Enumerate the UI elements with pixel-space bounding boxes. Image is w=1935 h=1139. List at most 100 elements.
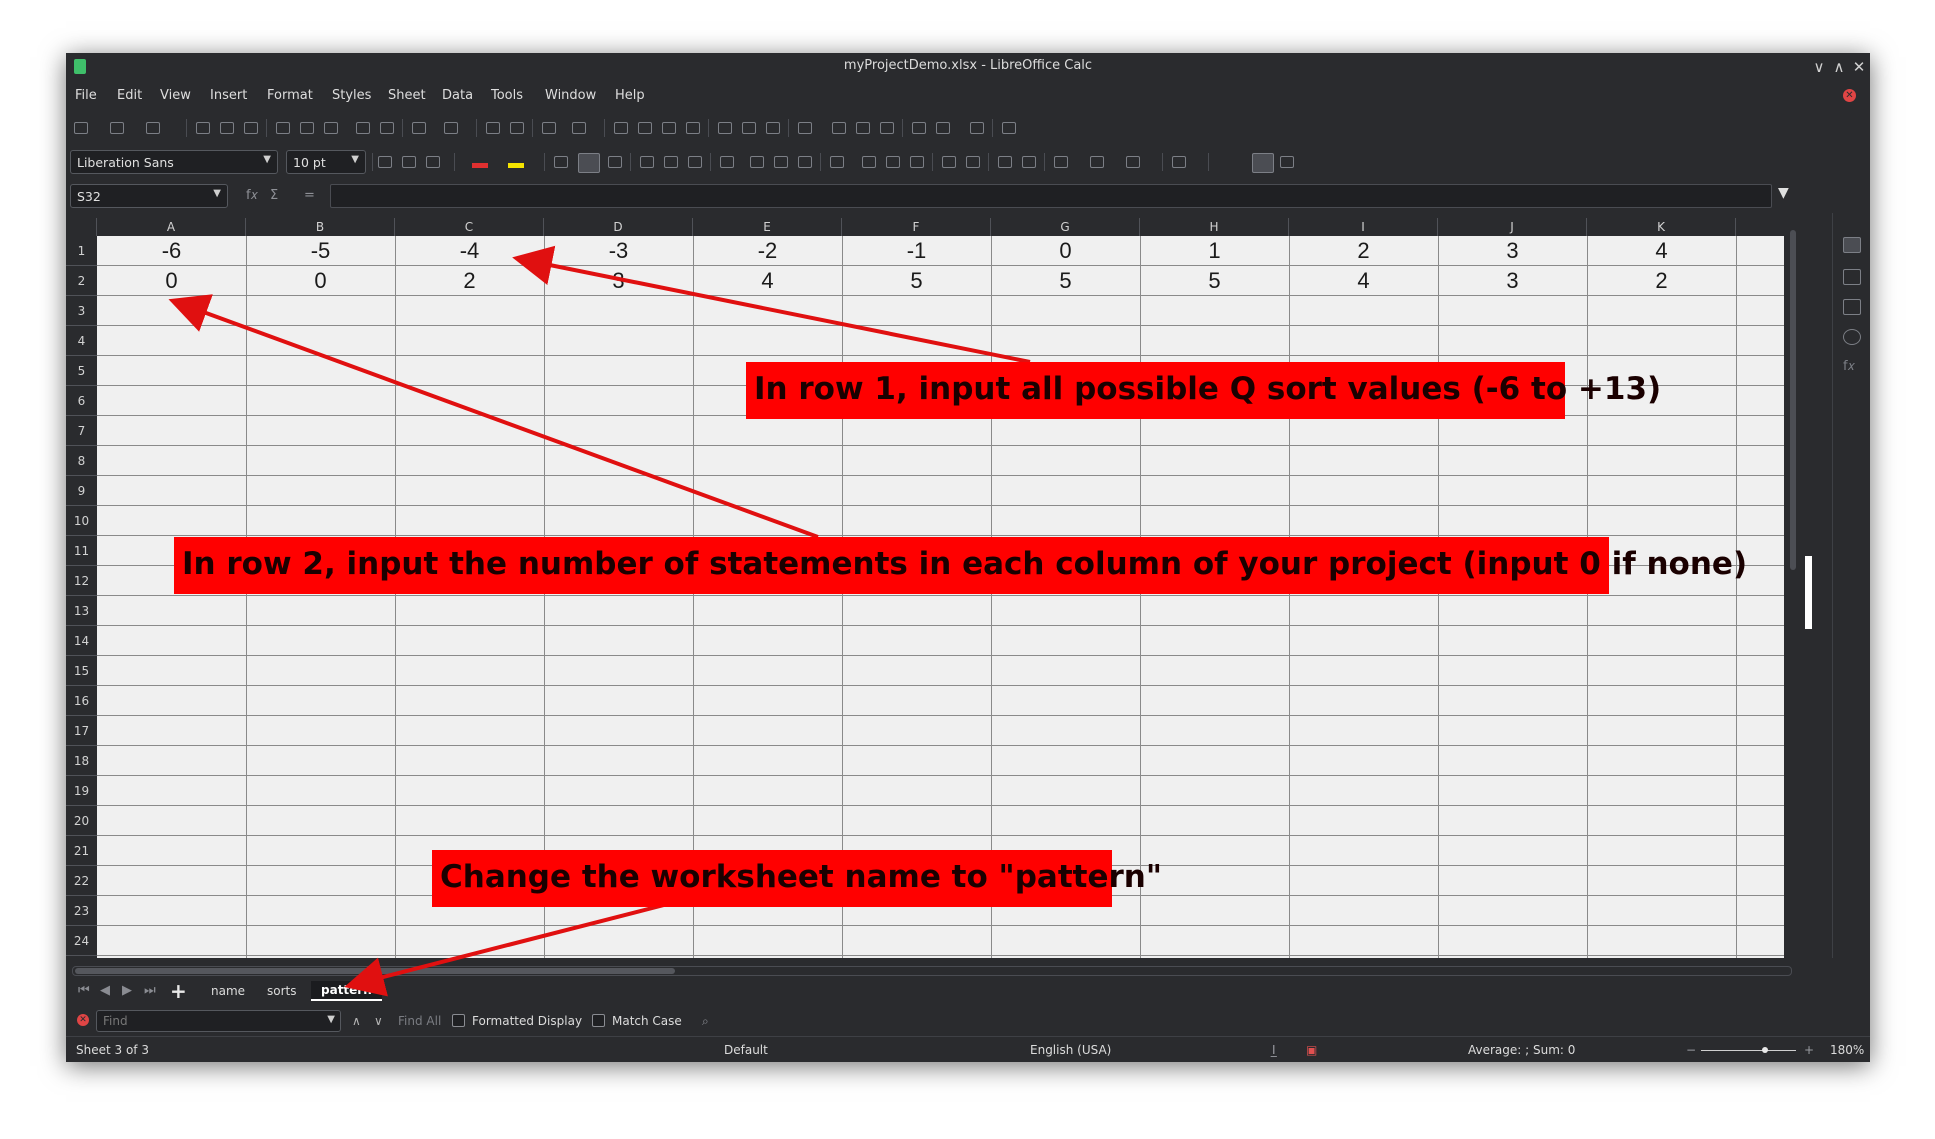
find-all-button[interactable]: Find All [398,1014,442,1028]
cell-g2[interactable]: 5 [1059,268,1072,293]
row-header-21[interactable]: 21 [66,836,97,866]
cell-h1[interactable]: 1 [1208,238,1221,263]
freeze-rows-icon[interactable] [936,122,950,134]
open-icon[interactable] [110,122,124,134]
cell-c2[interactable]: 2 [463,268,476,293]
row-header-10[interactable]: 10 [66,506,97,536]
decrease-indent-icon[interactable] [1022,156,1036,168]
find-next-icon[interactable]: ∨ [374,1014,383,1028]
define-print-area-icon[interactable] [912,122,926,134]
vertical-scrollbar[interactable] [1788,218,1798,958]
menu-sheet[interactable]: Sheet [388,88,426,103]
previous-sheet-icon[interactable]: ◀ [100,983,110,998]
close-window-button[interactable]: ✕ [1852,58,1866,76]
cell-h2[interactable]: 5 [1208,268,1221,293]
sheet-tab-sorts[interactable]: sorts [267,984,297,998]
sum-icon[interactable]: Σ [270,188,279,203]
function-wizard-icon[interactable]: f𝑥 [246,188,258,203]
spelling-icon[interactable] [510,122,524,134]
name-box[interactable]: S32 ▼ [70,184,228,208]
selection-mode-icon[interactable]: I̲ [1272,1043,1276,1057]
row-header-7[interactable]: 7 [66,416,97,446]
horizontal-scrollbar[interactable] [72,966,1792,976]
sort-descending-icon[interactable] [662,122,676,134]
delete-decimal-icon[interactable] [966,156,980,168]
sort-icon[interactable] [614,122,628,134]
menu-styles[interactable]: Styles [332,88,372,103]
column-header-b[interactable]: B [246,218,395,236]
special-character-icon[interactable] [798,122,812,134]
image-icon[interactable] [718,122,732,134]
sort-ascending-icon[interactable] [638,122,652,134]
properties-icon[interactable] [1843,237,1861,253]
maximize-button[interactable]: ∧ [1833,58,1845,76]
border-color-icon[interactable] [1126,156,1140,168]
column-header-g[interactable]: G [991,218,1140,236]
align-left-icon[interactable] [554,156,568,168]
border-style-icon[interactable] [1090,156,1104,168]
menu-file[interactable]: File [75,88,97,103]
menu-help[interactable]: Help [615,88,645,103]
minimize-button[interactable]: ∨ [1813,58,1825,76]
cell-b2[interactable]: 0 [314,268,327,293]
row-header-20[interactable]: 20 [66,806,97,836]
cell-e2[interactable]: 4 [761,268,774,293]
sidebar-toggle-icon[interactable] [1280,156,1294,168]
cell-i2[interactable]: 4 [1357,268,1370,293]
page-style[interactable]: Default [724,1043,768,1057]
clone-format-icon[interactable] [356,122,370,134]
pivot-table-icon[interactable] [766,122,780,134]
row-icon[interactable] [542,122,556,134]
row-header-15[interactable]: 15 [66,656,97,686]
select-all-corner[interactable] [66,218,97,236]
zoom-level[interactable]: 180% [1830,1043,1865,1057]
merge-center-icon[interactable] [774,156,788,168]
borders-icon[interactable] [1054,156,1068,168]
italic-icon[interactable] [402,156,416,168]
find-previous-icon[interactable]: ∧ [352,1014,361,1028]
language[interactable]: English (USA) [1030,1043,1112,1057]
expand-formula-icon[interactable]: ▼ [1778,185,1789,201]
selection-summary[interactable]: Average: ; Sum: 0 [1468,1043,1576,1057]
sidebar-resize-handle[interactable] [1805,556,1812,629]
menu-tools[interactable]: Tools [491,88,524,103]
hyperlink-icon[interactable] [832,122,846,134]
row-header-12[interactable]: 12 [66,566,97,596]
highlight-color-icon[interactable] [508,163,524,168]
cell-j2[interactable]: 3 [1506,268,1519,293]
styles-icon[interactable] [1843,269,1861,285]
align-right-icon[interactable] [608,156,622,168]
menu-window[interactable]: Window [545,88,597,103]
row-header-8[interactable]: 8 [66,446,97,476]
cell-g1[interactable]: 0 [1059,238,1072,263]
print-icon[interactable] [220,122,234,134]
cell-j1[interactable]: 3 [1506,238,1519,263]
row-header-13[interactable]: 13 [66,596,97,626]
close-document-icon[interactable]: ✕ [1843,89,1856,102]
cut-icon[interactable] [276,122,290,134]
cell-f1[interactable]: -1 [906,238,927,263]
row-header-17[interactable]: 17 [66,716,97,746]
cell-d1[interactable]: -3 [608,238,629,263]
save-icon[interactable] [146,122,160,134]
zoom-out-icon[interactable]: − [1686,1043,1697,1057]
number-format-icon[interactable] [886,156,900,168]
cell-a2[interactable]: 0 [165,268,178,293]
sheet-tab-name[interactable]: name [211,984,246,998]
row-header-11[interactable]: 11 [66,536,97,566]
zoom-in-icon[interactable]: + [1804,1043,1815,1057]
wrap-text-icon[interactable] [720,156,734,168]
row-header-6[interactable]: 6 [66,386,97,416]
column-header-k[interactable]: K [1587,218,1736,236]
currency-format-icon[interactable] [830,156,844,168]
underline-icon[interactable] [426,156,440,168]
split-window-icon[interactable] [970,122,984,134]
cell-c1[interactable]: -4 [459,238,480,263]
add-sheet-icon[interactable]: + [170,979,187,1003]
cell-a1[interactable]: -6 [161,238,182,263]
functions-icon[interactable]: f𝑥 [1843,359,1855,374]
row-header-16[interactable]: 16 [66,686,97,716]
find-replace-icon[interactable]: ⌕ [702,1014,709,1028]
align-bottom-icon[interactable] [688,156,702,168]
menu-insert[interactable]: Insert [210,88,248,103]
